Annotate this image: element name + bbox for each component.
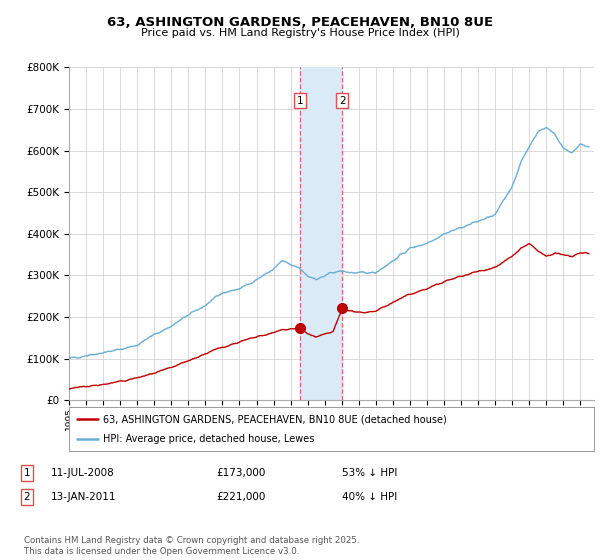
Text: 11-JUL-2008: 11-JUL-2008	[51, 468, 115, 478]
Text: 63, ASHINGTON GARDENS, PEACEHAVEN, BN10 8UE (detached house): 63, ASHINGTON GARDENS, PEACEHAVEN, BN10 …	[103, 414, 447, 424]
Text: 1: 1	[23, 468, 31, 478]
Text: Contains HM Land Registry data © Crown copyright and database right 2025.
This d: Contains HM Land Registry data © Crown c…	[24, 536, 359, 556]
Text: 13-JAN-2011: 13-JAN-2011	[51, 492, 116, 502]
Text: 1: 1	[296, 96, 303, 105]
Text: 2: 2	[339, 96, 346, 105]
Text: £221,000: £221,000	[216, 492, 265, 502]
Text: 63, ASHINGTON GARDENS, PEACEHAVEN, BN10 8UE: 63, ASHINGTON GARDENS, PEACEHAVEN, BN10 …	[107, 16, 493, 29]
Text: Price paid vs. HM Land Registry's House Price Index (HPI): Price paid vs. HM Land Registry's House …	[140, 28, 460, 38]
Text: £173,000: £173,000	[216, 468, 265, 478]
Text: 40% ↓ HPI: 40% ↓ HPI	[342, 492, 397, 502]
Bar	[300, 67, 343, 400]
Text: 53% ↓ HPI: 53% ↓ HPI	[342, 468, 397, 478]
Text: HPI: Average price, detached house, Lewes: HPI: Average price, detached house, Lewe…	[103, 434, 314, 444]
Text: 2: 2	[23, 492, 31, 502]
